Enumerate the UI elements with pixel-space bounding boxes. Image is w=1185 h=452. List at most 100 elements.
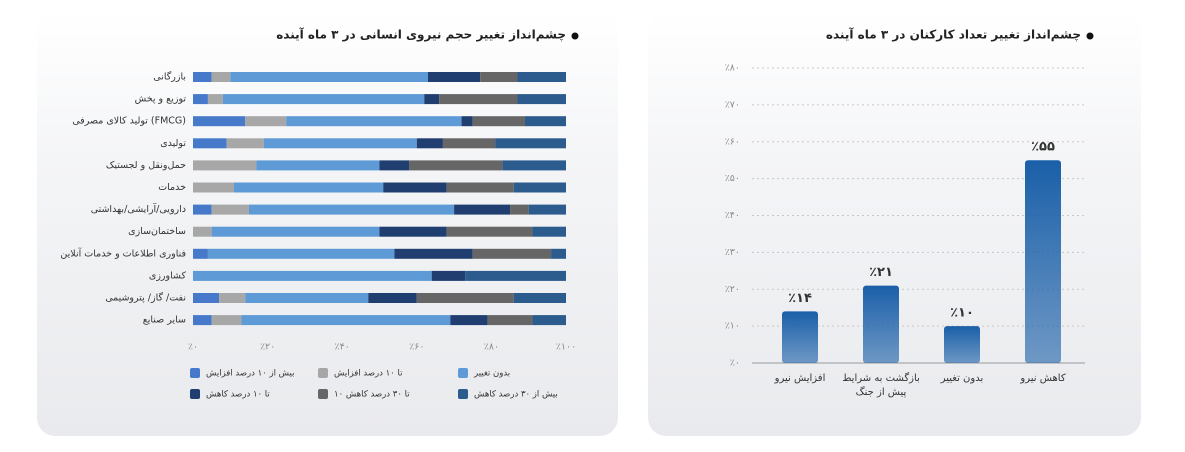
- bar-segment: [409, 160, 503, 171]
- bar-segment: [495, 138, 566, 149]
- data-label: ٪۱۰: [950, 306, 974, 321]
- y-tick-label: نفت/ گاز/ پتروشیمی: [105, 292, 186, 304]
- bar-segment: [193, 94, 208, 105]
- bar-segment: [211, 204, 249, 215]
- y-tick-label: ٪۳۰: [725, 247, 740, 258]
- legend-swatch: [458, 389, 468, 399]
- x-tick-label-box: افزایش نیرو: [774, 373, 826, 384]
- y-tick-label: ٪۸۰: [725, 63, 740, 74]
- y-tick-label: ساختمان‌سازی: [128, 226, 186, 237]
- bar: [782, 311, 818, 363]
- bar-segment: [442, 138, 496, 149]
- bar-segment: [517, 94, 566, 105]
- bar-segment: [211, 72, 231, 82]
- y-tick-label: بازرگانی: [153, 71, 186, 83]
- y-tick-label: تولیدی: [160, 138, 186, 149]
- bar-segment: [193, 226, 212, 237]
- y-tick-label: ٪۱۰: [725, 321, 740, 332]
- bar-segment: [446, 182, 514, 193]
- y-tick-label: کشاورزی: [149, 270, 187, 281]
- x-tick-label: افزایش نیرو: [774, 373, 826, 384]
- x-tick-label: ٪۰: [188, 342, 198, 353]
- card: [648, 12, 1141, 436]
- bar-segment: [193, 72, 212, 82]
- legend-label: بدون تغییر: [473, 369, 510, 379]
- bullet: [1086, 32, 1094, 40]
- y-tick-label: سایر صنایع: [143, 315, 186, 326]
- bar-segment: [379, 160, 410, 171]
- bar-segment: [193, 204, 212, 215]
- legend-label: ۱۰ تا ۳۰ درصد کاهش: [334, 390, 410, 400]
- bar-segment: [431, 270, 466, 281]
- x-tick-label: بدون تغییر: [940, 373, 984, 384]
- bar-segment: [207, 94, 223, 105]
- x-tick-label: ٪۱۰۰: [556, 342, 576, 353]
- bar: [863, 285, 899, 363]
- data-label: ٪۱۴: [788, 291, 812, 306]
- bar-segment: [207, 248, 395, 259]
- x-tick-label: کاهش نیرو: [1020, 373, 1066, 384]
- bar-segment: [487, 315, 533, 326]
- bar-segment: [379, 226, 447, 237]
- bar-segment: [502, 160, 566, 171]
- bar-segment: [234, 182, 384, 193]
- bar-segment: [394, 248, 473, 259]
- bar-segment: [368, 293, 417, 303]
- bar: [944, 326, 980, 363]
- x-tick-label-box: بازگشت به شرایط پیش از جنگ: [842, 373, 920, 398]
- bar-segment: [286, 116, 462, 127]
- bar-segment: [517, 72, 566, 82]
- bar-segment: [416, 293, 514, 303]
- x-tick-label-box: بدون تغییر: [940, 373, 984, 384]
- y-tick-label: حمل‌ونقل و لجستیک: [106, 160, 186, 171]
- bar-segment: [439, 94, 518, 105]
- bar-segment: [454, 204, 511, 215]
- bar-segment: [551, 248, 566, 259]
- x-tick-label-box: کاهش نیرو: [1020, 373, 1066, 384]
- bar-segment: [193, 293, 220, 303]
- x-tick-label: ٪۸۰: [484, 342, 499, 353]
- bar-segment: [383, 182, 447, 193]
- bar-segment: [524, 116, 566, 127]
- y-tick-label: خدمات: [158, 182, 186, 193]
- bar-segment: [480, 72, 518, 82]
- legend-label: تا ۱۰ درصد افزایش: [334, 369, 403, 379]
- bar-segment: [513, 182, 566, 193]
- bar-segment: [416, 138, 443, 149]
- bar-segment: [211, 226, 380, 237]
- bar-segment: [513, 293, 566, 303]
- bar-segment: [226, 138, 264, 149]
- x-tick-label: ٪۶۰: [409, 342, 424, 353]
- bar-segment: [245, 116, 287, 127]
- chart-title: چشم‌انداز تغییر تعداد کارکنان در ۳ ماه آ…: [826, 27, 1081, 42]
- bar-segment: [193, 138, 227, 149]
- bar-segment: [528, 204, 566, 215]
- bar-segment: [193, 315, 212, 326]
- legend-label: بیش از ۱۰ درصد افزایش: [206, 369, 294, 379]
- legend-swatch: [318, 368, 328, 378]
- legend-swatch: [458, 368, 468, 378]
- bar-segment: [230, 72, 428, 82]
- y-tick-label: ٪۷۰: [725, 99, 740, 110]
- y-tick-label: ٪۴۰: [725, 210, 740, 221]
- bar-segment: [450, 315, 488, 326]
- bar-segment: [222, 94, 425, 105]
- bar-segment: [532, 315, 566, 326]
- legend-label: تا ۱۰ درصد کاهش: [206, 390, 270, 400]
- data-label: ٪۲۱: [869, 265, 893, 280]
- y-tick-label: فناوری اطلاعات و خدمات آنلاین: [60, 246, 186, 259]
- y-tick-label: ٪۶۰: [725, 136, 740, 147]
- bar-segment: [219, 293, 246, 303]
- y-tick-label: دارویی/آرایشی/بهداشتی: [91, 202, 186, 215]
- bar-segment: [472, 248, 552, 259]
- bar-segment: [446, 226, 533, 237]
- bar-segment: [241, 315, 451, 326]
- legend-label: بیش از ۳۰ درصد کاهش: [474, 390, 558, 400]
- y-tick-label: توزیع و پخش: [135, 94, 187, 105]
- bar-segment: [424, 94, 440, 105]
- bar-segment: [193, 248, 208, 259]
- bar-segment: [461, 116, 473, 127]
- legend-swatch: [190, 389, 200, 399]
